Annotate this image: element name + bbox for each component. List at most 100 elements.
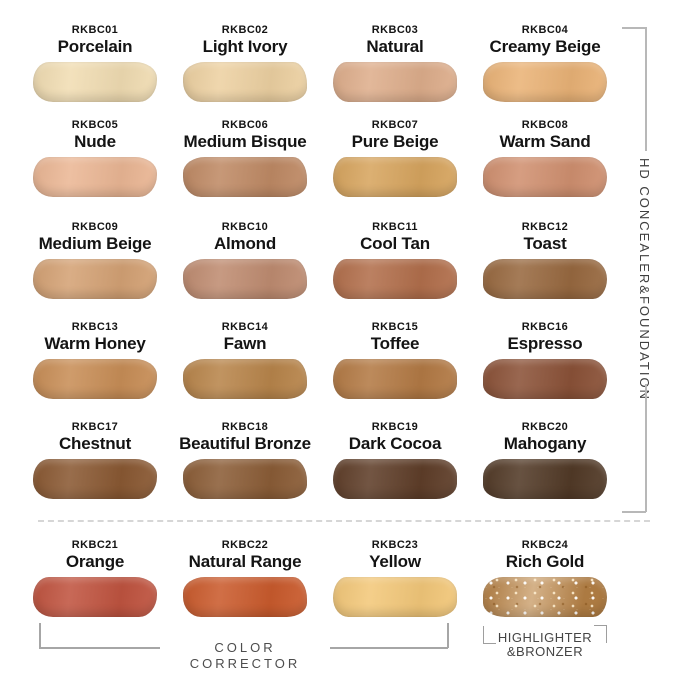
shade-name: Orange (65, 552, 125, 571)
shade-name: Yellow (369, 552, 421, 571)
shade-cell: RKBC06 Medium Bisque (170, 119, 320, 221)
highlighter-label-line2: &BRONZER (506, 643, 584, 659)
shade-cell: RKBC01 Porcelain (20, 24, 170, 119)
shade-name: Warm Honey (44, 334, 146, 353)
shade-name: Fawn (223, 334, 267, 353)
shade-code: RKBC15 (371, 321, 419, 333)
shade-name: Pure Beige (351, 132, 439, 151)
shade-code: RKBC16 (521, 321, 569, 333)
right-bracket-top-tick (622, 27, 646, 29)
swatch (333, 62, 457, 102)
shade-name: Creamy Beige (489, 37, 601, 56)
swatch (333, 359, 457, 399)
shade-cell: RKBC10 Almond (170, 221, 320, 321)
shade-code: RKBC24 (521, 539, 569, 551)
shade-code: RKBC06 (221, 119, 269, 131)
swatch (483, 157, 607, 197)
swatch (483, 577, 607, 617)
shade-name: Nude (74, 132, 116, 151)
shade-cell: RKBC12 Toast (470, 221, 620, 321)
swatch (183, 359, 307, 399)
shade-code: RKBC03 (371, 24, 419, 36)
shade-code: RKBC23 (371, 539, 419, 551)
shade-name: Beautiful Bronze (179, 434, 311, 453)
swatch (483, 459, 607, 499)
shade-name: Rich Gold (505, 552, 585, 571)
shade-cell: RKBC13 Warm Honey (20, 321, 170, 421)
shade-cell: RKBC19 Dark Cocoa (320, 421, 470, 521)
shade-name: Mahogany (503, 434, 587, 453)
shade-cell: RKBC08 Warm Sand (470, 119, 620, 221)
shade-cell: RKBC09 Medium Beige (20, 221, 170, 321)
swatch (183, 577, 307, 617)
shade-code: RKBC12 (521, 221, 569, 233)
shade-code: RKBC10 (221, 221, 269, 233)
shade-cell: RKBC02 Light Ivory (170, 24, 320, 119)
shade-grid: RKBC01 Porcelain RKBC02 Light Ivory RKBC… (20, 24, 620, 651)
shade-name: Warm Sand (499, 132, 591, 151)
dashed-separator (38, 520, 650, 522)
swatch (33, 577, 157, 617)
swatch (183, 459, 307, 499)
shade-cell: RKBC07 Pure Beige (320, 119, 470, 221)
shade-code: RKBC17 (71, 421, 119, 433)
shade-name: Toast (523, 234, 567, 253)
shade-name: Cool Tan (360, 234, 430, 253)
swatch (33, 62, 157, 102)
shade-name: Toffee (370, 334, 420, 353)
shade-cell: RKBC15 Toffee (320, 321, 470, 421)
swatch (333, 577, 457, 617)
shade-code: RKBC01 (71, 24, 119, 36)
shade-cell: RKBC03 Natural (320, 24, 470, 119)
shade-cell: RKBC20 Mahogany (470, 421, 620, 521)
swatch (183, 157, 307, 197)
shade-cell: RKBC14 Fawn (170, 321, 320, 421)
swatch (183, 259, 307, 299)
swatch (183, 62, 307, 102)
shade-name: Natural (366, 37, 424, 56)
shade-cell: RKBC16 Espresso (470, 321, 620, 421)
highlighter-label-line1: HIGHLIGHTER (497, 630, 593, 645)
shade-code: RKBC11 (372, 221, 418, 233)
swatch (33, 157, 157, 197)
right-bracket-bottom-tick (622, 511, 646, 513)
shade-code: RKBC14 (221, 321, 269, 333)
group-label-color-corrector: COLOR CORRECTOR (160, 640, 330, 672)
highlighter-bracket-left-mark (483, 626, 496, 644)
swatch (333, 157, 457, 197)
group-label-concealer-foundation: HD CONCEALER&FOUNDATION (637, 158, 652, 401)
swatch (33, 259, 157, 299)
shade-name: Natural Range (188, 552, 302, 571)
shade-code: RKBC08 (521, 119, 569, 131)
shade-code: RKBC21 (71, 539, 119, 551)
shade-cell: RKBC23 Yellow (320, 521, 470, 651)
shade-code: RKBC20 (521, 421, 569, 433)
shade-name: Chestnut (58, 434, 132, 453)
shade-cell: RKBC18 Beautiful Bronze (170, 421, 320, 521)
swatch (33, 359, 157, 399)
shade-code: RKBC07 (371, 119, 419, 131)
shade-name: Medium Beige (38, 234, 152, 253)
shade-cell: RKBC21 Orange (20, 521, 170, 651)
right-bracket-upper-line (645, 27, 647, 151)
corrector-bracket-left-tick (39, 623, 41, 648)
shade-code: RKBC22 (221, 539, 269, 551)
shade-code: RKBC09 (71, 221, 119, 233)
shade-name: Dark Cocoa (348, 434, 442, 453)
shade-cell: RKBC17 Chestnut (20, 421, 170, 521)
right-bracket-lower-line (645, 384, 647, 512)
swatch (483, 62, 607, 102)
corrector-bracket-right-tick (447, 623, 449, 648)
swatch (483, 259, 607, 299)
shade-name: Espresso (507, 334, 583, 353)
shade-code: RKBC04 (521, 24, 569, 36)
shade-cell: RKBC05 Nude (20, 119, 170, 221)
swatch (33, 459, 157, 499)
shade-code: RKBC05 (71, 119, 119, 131)
group-label-highlighter-bronzer: HIGHLIGHTER &BRONZER (487, 631, 603, 658)
highlighter-bracket-right-mark (594, 625, 607, 643)
shade-code: RKBC13 (71, 321, 119, 333)
shade-cell: RKBC22 Natural Range (170, 521, 320, 651)
shade-code: RKBC19 (371, 421, 419, 433)
